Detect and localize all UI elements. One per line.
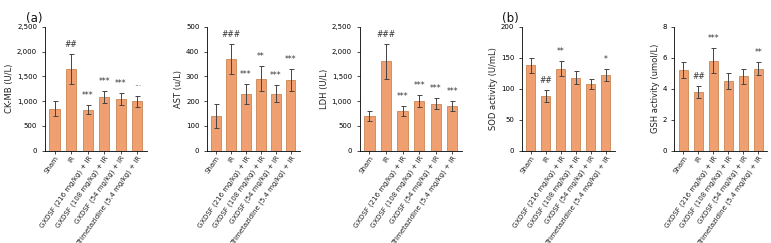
Y-axis label: SOD activity (U/mL): SOD activity (U/mL) [489,47,498,130]
Bar [256,79,265,151]
Bar [447,106,457,151]
Bar [211,116,221,151]
Bar [49,109,59,151]
Bar [571,78,581,151]
Y-axis label: LDH (U/L): LDH (U/L) [320,69,329,109]
Text: ###: ### [376,30,396,39]
Bar [709,61,718,151]
Bar [541,96,550,151]
Bar [556,69,565,151]
Text: ***: *** [115,79,126,88]
Text: ***: *** [82,91,93,100]
Y-axis label: AST (u/L): AST (u/L) [174,70,183,108]
Bar [364,116,375,151]
Text: ***: *** [430,84,442,93]
Text: ***: *** [240,70,251,79]
Bar [678,70,688,151]
Bar [601,75,611,151]
Bar [753,69,763,151]
Bar [116,99,126,151]
Text: ##: ## [692,72,705,81]
Text: **: ** [754,48,763,57]
Text: ***: *** [99,77,110,86]
Text: ···: ··· [134,82,141,91]
Text: ###: ### [221,30,241,39]
Bar [586,84,595,151]
Text: ##: ## [540,76,552,85]
Text: ##: ## [65,40,77,49]
Y-axis label: GSH activity (umol/L): GSH activity (umol/L) [651,44,659,133]
Text: ***: *** [446,87,458,96]
Text: ***: *** [270,71,281,80]
Text: ***: *** [285,55,297,64]
Bar [241,94,251,151]
Text: **: ** [257,52,264,61]
Bar [381,61,391,151]
Text: ***: *** [413,81,425,90]
Bar [132,101,143,151]
Bar [397,111,408,151]
Bar [739,76,748,151]
Bar [226,59,235,151]
Bar [414,101,424,151]
Text: ***: *** [397,92,409,101]
Text: ***: *** [708,35,719,43]
Bar [526,65,535,151]
Text: (a): (a) [26,12,42,25]
Text: **: ** [557,47,564,56]
Text: (b): (b) [501,12,518,25]
Bar [271,94,281,151]
Bar [99,97,109,151]
Text: *: * [604,55,608,64]
Bar [694,92,703,151]
Bar [66,69,76,151]
Bar [82,110,93,151]
Bar [724,81,733,151]
Bar [430,104,441,151]
Bar [286,80,295,151]
Y-axis label: CK-MB (U/L): CK-MB (U/L) [5,64,14,113]
